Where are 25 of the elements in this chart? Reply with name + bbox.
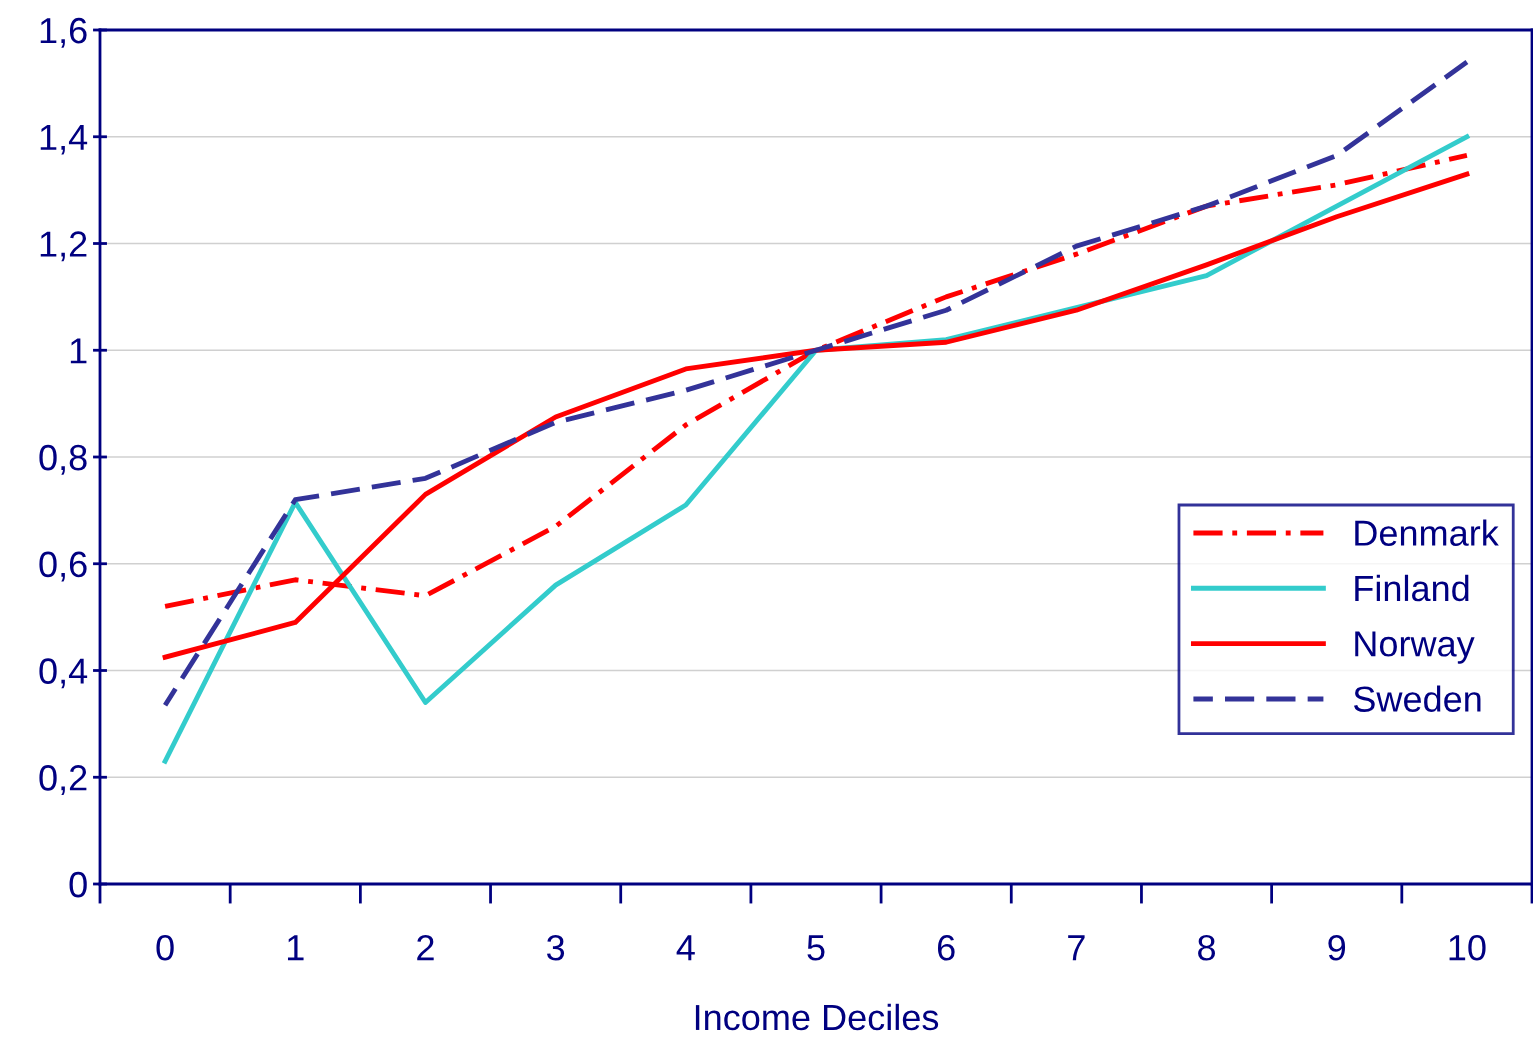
x-tick-label: 10: [1449, 934, 1486, 961]
y-tick-label: 0,4: [39, 658, 88, 689]
x-tick-label: 3: [546, 934, 565, 961]
legend-label: Sweden: [1353, 685, 1481, 712]
legend-label: Denmark: [1355, 519, 1499, 546]
x-tick-label: 4: [676, 935, 695, 961]
x-tick-label: 0: [156, 934, 174, 961]
x-axis-title: Income Deciles: [695, 1003, 939, 1031]
x-tick-label: 8: [1198, 934, 1216, 961]
y-tick-label: 1: [70, 338, 87, 364]
legend-label: Norway: [1355, 631, 1475, 664]
legend-label: Finland: [1355, 574, 1469, 602]
x-tick-label: 1: [287, 935, 304, 961]
y-tick-label: 1,2: [40, 231, 87, 262]
y-tick-label: 1,4: [40, 124, 88, 155]
y-tick-label: 0,8: [39, 444, 87, 475]
x-tick-label: 7: [1068, 935, 1085, 961]
y-tick-label: 1,6: [40, 17, 87, 48]
x-tick-label: 6: [937, 934, 955, 961]
y-tick-label: 0,6: [39, 551, 87, 582]
y-tick-label: 0: [69, 871, 87, 898]
y-tick-label: 0,2: [39, 765, 87, 795]
x-tick-label: 2: [417, 934, 434, 961]
x-tick-label: 5: [807, 935, 825, 961]
x-tick-label: 9: [1328, 934, 1346, 961]
